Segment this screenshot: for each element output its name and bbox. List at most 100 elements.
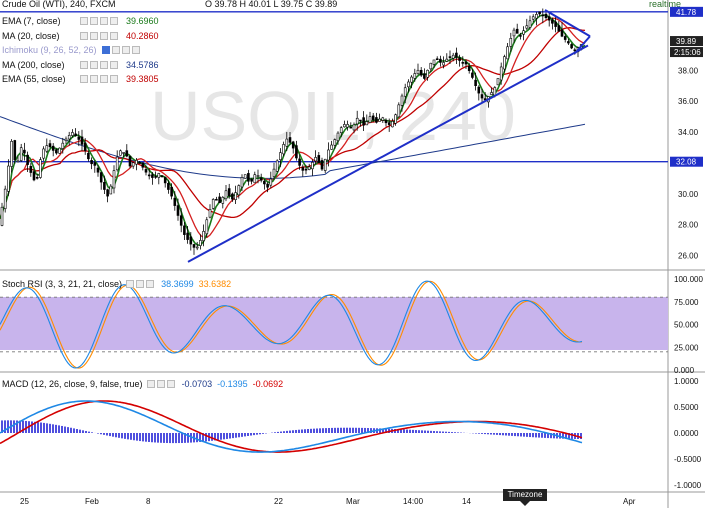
- macd-histogram-bar: [127, 433, 129, 440]
- candle-body: [74, 133, 77, 137]
- candle-body: [151, 174, 154, 178]
- candle-body: [445, 58, 449, 62]
- candle-body: [375, 117, 378, 123]
- macd-histogram-bar: [442, 431, 444, 433]
- price-tag-support-line-bg: [670, 156, 703, 167]
- macd-histogram-bar: [478, 433, 480, 434]
- macd-histogram-bar: [43, 422, 45, 433]
- settings-icon[interactable]: [90, 60, 98, 69]
- settings-icon[interactable]: [112, 45, 120, 54]
- more-icon[interactable]: [110, 74, 118, 83]
- settings-icon[interactable]: [126, 280, 135, 288]
- more-icon[interactable]: [110, 31, 118, 40]
- settings-icon[interactable]: [90, 31, 98, 40]
- remove-icon[interactable]: [122, 45, 130, 54]
- macd-histogram-bar: [349, 427, 351, 433]
- macd-histogram-bar: [166, 433, 168, 444]
- candle-body: [42, 148, 45, 159]
- legend-ichimoku[interactable]: Ichimoku (9, 26, 52, 26): [2, 43, 142, 56]
- more-icon[interactable]: [110, 16, 118, 25]
- candle-body: [61, 142, 65, 149]
- macd-histogram-bar: [292, 430, 294, 433]
- rsi-title: Stoch RSI (3, 3, 21, 21, close): [2, 279, 123, 289]
- remove-icon[interactable]: [100, 60, 108, 69]
- candle-body: [256, 175, 260, 178]
- time-tick-label: Mar: [346, 497, 360, 506]
- candle-body: [311, 162, 314, 170]
- legend-ma200[interactable]: MA (200, close) 34.5786: [2, 58, 159, 71]
- candle-body: [541, 14, 545, 17]
- candle-body: [483, 98, 487, 101]
- remove-icon[interactable]: [100, 16, 108, 25]
- macd-histogram-bar: [487, 433, 489, 435]
- macd-histogram-bar: [445, 431, 447, 433]
- candle-body: [202, 231, 205, 242]
- hidden-eye-icon[interactable]: [102, 45, 110, 54]
- macd-histogram-bar: [175, 433, 177, 444]
- macd-histogram-bar: [1, 420, 3, 433]
- macd-histogram-bar: [304, 429, 306, 433]
- visibility-toggle[interactable]: [80, 60, 88, 69]
- more-icon[interactable]: [110, 60, 118, 69]
- settings-icon[interactable]: [90, 74, 98, 83]
- macd-legend[interactable]: MACD (12, 26, close, 9, false, true) -0.…: [2, 379, 283, 389]
- macd-histogram-bar: [529, 433, 531, 438]
- time-tick-label: Feb: [85, 497, 99, 506]
- macd-histogram-bar: [115, 433, 117, 438]
- rsi-band: [0, 297, 668, 350]
- candle-body: [39, 159, 42, 178]
- macd-histogram-bar: [118, 433, 120, 438]
- chart-header: Crude Oil (WTI), 240, FXCM O 39.78 H 40.…: [0, 0, 705, 10]
- candle-body: [317, 155, 321, 163]
- candle-body: [480, 94, 484, 99]
- candle-body: [51, 145, 55, 151]
- more-icon[interactable]: [132, 45, 140, 54]
- candle-body: [35, 177, 39, 179]
- visibility-toggle[interactable]: [80, 31, 88, 40]
- rsi-legend[interactable]: Stoch RSI (3, 3, 21, 21, close) 38.3699 …: [2, 279, 231, 289]
- visibility-toggle[interactable]: [80, 74, 88, 83]
- more-icon[interactable]: [166, 380, 175, 388]
- macd-histogram-bar: [484, 433, 486, 435]
- settings-icon[interactable]: [146, 380, 155, 388]
- candle-body: [259, 177, 263, 181]
- legend-ema55[interactable]: EMA (55, close) 39.3805: [2, 72, 159, 85]
- candle-body: [227, 188, 231, 196]
- rsi-tick-label: 100.000: [674, 275, 703, 284]
- macd-histogram-bar: [406, 429, 408, 433]
- remove-icon[interactable]: [100, 31, 108, 40]
- macd-histogram-bar: [121, 433, 123, 439]
- macd-signal-value: -0.0692: [252, 379, 284, 389]
- settings-icon[interactable]: [90, 16, 98, 25]
- legend-ema7[interactable]: EMA (7, close) 39.6960: [2, 14, 159, 27]
- remove-icon[interactable]: [156, 380, 165, 388]
- macd-histogram-bar: [58, 425, 60, 433]
- macd-histogram-bar: [298, 429, 300, 433]
- candle-body: [435, 58, 439, 61]
- remove-icon[interactable]: [100, 74, 108, 83]
- timezone-button[interactable]: Timezone: [503, 489, 547, 501]
- candle-body: [183, 225, 186, 235]
- macd-histogram-bar: [439, 431, 441, 433]
- macd-histogram-bar: [490, 433, 492, 435]
- macd-histogram-bar: [289, 430, 291, 433]
- candle-body: [103, 182, 106, 190]
- candle-body: [189, 236, 193, 245]
- candle-body: [167, 182, 170, 190]
- visibility-toggle[interactable]: [80, 16, 88, 25]
- time-tick-label: Apr: [623, 497, 636, 506]
- remove-icon[interactable]: [136, 280, 145, 288]
- macd-histogram-bar: [103, 433, 105, 435]
- realtime-status[interactable]: realtime: [648, 0, 681, 9]
- more-icon[interactable]: [146, 280, 155, 288]
- legend-ma20[interactable]: MA (20, close) 40.2860: [2, 29, 159, 42]
- candle-body: [519, 35, 522, 37]
- candle-body: [490, 92, 493, 95]
- macd-histogram-bar: [283, 431, 285, 433]
- candle-body: [266, 183, 269, 188]
- macd-histogram-bar: [295, 429, 297, 433]
- candle-body: [231, 193, 234, 200]
- macd-histogram-bar: [430, 430, 432, 433]
- macd-hist-value: -0.0703: [181, 379, 213, 389]
